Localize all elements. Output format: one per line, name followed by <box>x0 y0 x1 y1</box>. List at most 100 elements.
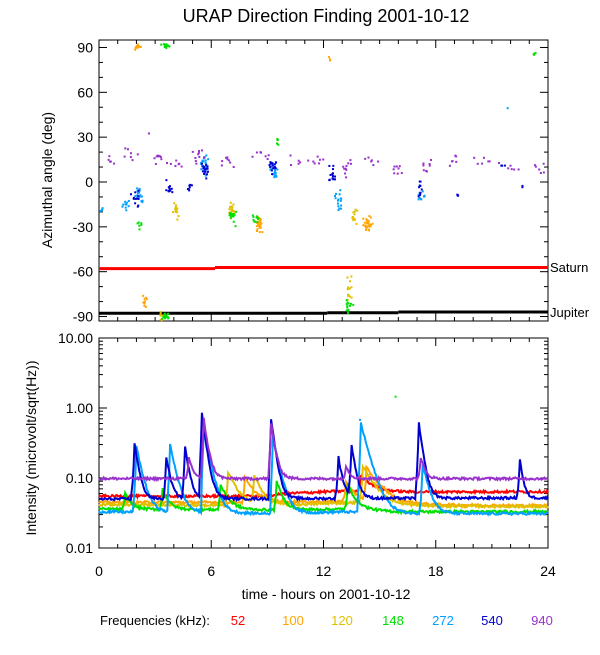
azimuth-point-120 <box>348 280 351 283</box>
azimuth-point-272 <box>138 195 141 198</box>
azimuth-point-272 <box>339 197 342 200</box>
azimuth-point-272 <box>340 204 343 207</box>
azimuth-point-148 <box>276 142 279 145</box>
azimuth-point-148 <box>230 213 233 216</box>
azimuth-point-940 <box>349 162 352 165</box>
azimuth-point-940 <box>113 162 116 165</box>
azimuth-point-540 <box>271 164 274 167</box>
azimuth-point-940 <box>202 156 205 159</box>
azimuth-point-148 <box>138 228 141 231</box>
azimuth-point-540 <box>134 197 137 200</box>
azimuth-point-272 <box>205 166 208 169</box>
time-xlabel: time - hours on 2001-10-12 <box>242 586 411 602</box>
azimuth-point-120 <box>348 295 351 298</box>
azimuth-point-148 <box>276 138 279 141</box>
azimuth-point-148 <box>347 311 350 314</box>
azimuth-point-100 <box>367 225 370 228</box>
azimuth-point-272 <box>420 198 423 201</box>
azimuth-point-272 <box>269 168 272 171</box>
azimuth-point-272 <box>127 205 130 208</box>
azimuth-point-540 <box>137 197 140 200</box>
azimuth-point-120 <box>172 211 175 214</box>
azimuth-point-940 <box>498 162 501 165</box>
azimuth-point-272 <box>122 203 125 206</box>
azimuth-point-940 <box>225 156 228 159</box>
azimuth-point-100 <box>258 226 261 229</box>
azimuth-point-120 <box>174 206 177 209</box>
azimuth-point-540 <box>206 173 209 176</box>
azimuth-point-940 <box>316 155 319 158</box>
azimuth-point-940 <box>487 160 490 163</box>
azimuth-point-100 <box>362 217 365 220</box>
azimuth-point-272 <box>272 173 275 176</box>
azimuth-point-120 <box>176 211 179 214</box>
azimuth-point-120 <box>159 313 162 316</box>
azimuth-point-100 <box>142 294 145 297</box>
time-xtick-label: 0 <box>95 563 103 579</box>
azimuth-point-120 <box>160 319 163 322</box>
azimuth-point-272 <box>127 199 130 202</box>
azimuth-point-100 <box>259 217 262 220</box>
azimuth-point-940 <box>370 160 373 163</box>
azimuth-point-272 <box>270 168 273 171</box>
azimuth-point-940 <box>169 162 172 165</box>
azimuth-point-272 <box>201 165 204 168</box>
azimuth-point-540 <box>274 161 277 164</box>
azimuth-point-100 <box>261 231 264 234</box>
azimuth-point-940 <box>476 162 479 165</box>
azimuth-point-940 <box>393 172 396 175</box>
azimuth-point-940 <box>174 165 177 168</box>
azimuth-point-940 <box>157 155 160 158</box>
azimuth-point-940 <box>158 155 161 158</box>
azimuth-point-540 <box>206 170 209 173</box>
azimuth-point-148 <box>253 220 256 223</box>
azimuth-point-120 <box>352 211 355 214</box>
azimuth-point-120 <box>352 218 355 221</box>
azimuth-point-272 <box>276 168 279 171</box>
azimuth-point-940 <box>507 167 510 170</box>
azimuth-point-100 <box>365 219 368 222</box>
azimuth-point-940 <box>221 160 224 163</box>
azimuth-point-540 <box>334 175 337 178</box>
azimuth-point-940 <box>129 156 132 159</box>
azimuth-point-540 <box>137 195 140 198</box>
azimuth-point-940 <box>344 167 347 170</box>
azimuth-point-940 <box>226 156 229 159</box>
azimuth-point-940 <box>364 157 367 160</box>
time-xtick-label: 24 <box>540 563 556 579</box>
azimuth-point-120 <box>231 210 234 213</box>
legend-item-120: 120 <box>331 613 353 628</box>
azimuth-point-120 <box>174 207 177 210</box>
azimuth-point-272 <box>205 154 208 157</box>
azimuth-point-148 <box>345 299 348 302</box>
azimuth-point-540 <box>521 184 524 187</box>
azimuth-point-940 <box>400 172 403 175</box>
azimuth-point-272 <box>340 207 343 210</box>
azimuth-point-100 <box>367 222 370 225</box>
azimuth-point-940 <box>194 156 197 159</box>
azimuth-point-540 <box>204 168 207 171</box>
jupiter-label: Jupiter <box>550 305 590 320</box>
azimuth-point-148 <box>230 215 233 218</box>
azimuth-point-940 <box>397 167 400 170</box>
azimuth-point-100 <box>256 228 259 231</box>
azimuth-point-540 <box>188 189 191 192</box>
azimuth-point-148 <box>136 222 139 225</box>
azimuth-point-940 <box>422 162 425 165</box>
azimuth-point-940 <box>197 152 200 155</box>
azimuth-point-540 <box>171 191 174 194</box>
azimuth-point-272 <box>423 195 426 198</box>
azimuth-point-940 <box>448 164 451 167</box>
azimuth-point-120 <box>350 275 353 278</box>
intensity-trace-52 <box>98 473 549 500</box>
azimuth-point-272 <box>134 194 137 197</box>
azimuth-point-272 <box>124 200 127 203</box>
azimuth-point-540 <box>170 187 173 190</box>
azimuth-point-940 <box>255 151 258 154</box>
azimuth-ytick-label: 90 <box>77 39 93 55</box>
legend-item-148: 148 <box>382 613 404 628</box>
azimuth-point-272 <box>137 191 140 194</box>
azimuth-point-148 <box>234 225 237 228</box>
azimuth-point-540 <box>417 195 420 198</box>
azimuth-point-540 <box>328 178 331 181</box>
